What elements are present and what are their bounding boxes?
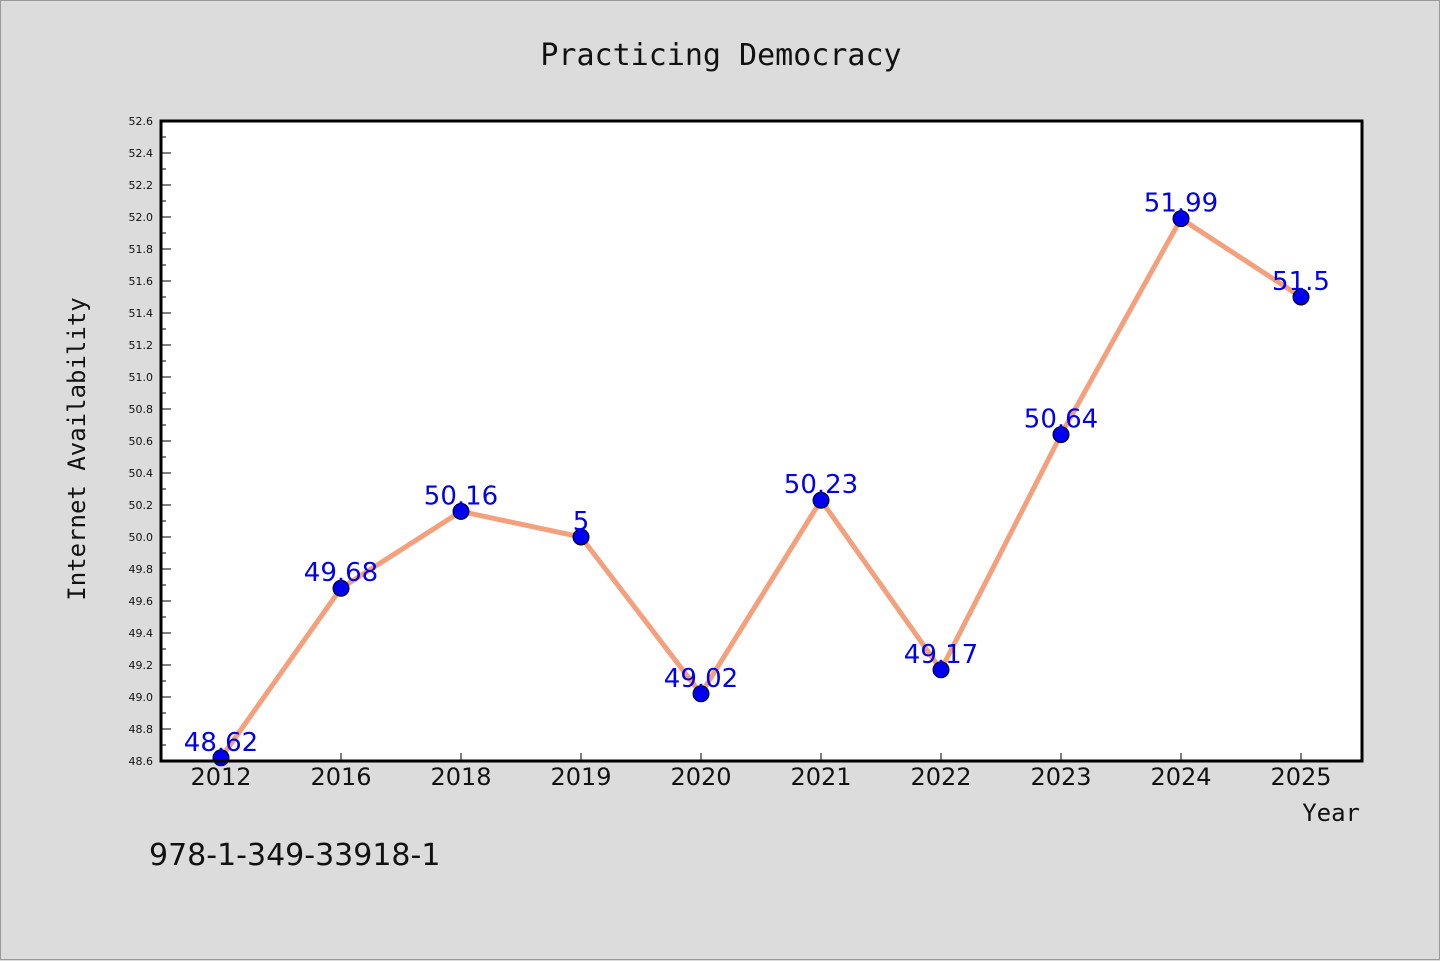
y-tick-label: 48.8 [129,723,154,736]
y-tick-label: 51.4 [129,307,154,320]
y-tick-label: 50.8 [129,403,154,416]
y-axis-label: Internet Availability [63,297,91,600]
data-series [212,210,1310,767]
y-tick-label: 51.2 [129,339,154,352]
data-label: 49.68 [304,558,378,588]
data-label: 49.17 [904,640,978,670]
data-point [1292,288,1310,306]
data-label: 50.23 [784,470,858,500]
y-tick-label: 50.4 [129,467,154,480]
y-tick-label: 49.2 [129,659,154,672]
y-tick-label: 52.0 [129,211,154,224]
x-tick-label: 2020 [670,763,731,791]
data-label: 51.99 [1144,189,1218,219]
data-point [932,661,950,679]
y-tick-label: 49.0 [129,691,154,704]
data-point [1052,426,1070,444]
y-tick-label: 50.0 [129,531,154,544]
data-point [572,528,590,546]
y-axis: 48.6 48.8 49.0 49.2 49.4 49.6 49.8 50.0 50.2 50.4… [129,115,171,768]
y-tick-label: 49.8 [129,563,154,576]
y-tick-label: 51.6 [129,275,154,288]
x-tick-label: 2022 [910,763,971,791]
data-labels: 48.62 49.68 50.16 5 49.02 50.23 49.17 50.64 51.9… [184,189,1330,758]
data-label: 48.62 [184,728,258,758]
y-tick-label: 50.2 [129,499,154,512]
y-tick-label: 49.4 [129,627,154,640]
data-label: 50.16 [424,481,498,511]
y-tick-label: 49.6 [129,595,154,608]
data-point [452,502,470,520]
y-tick-label: 52.6 [129,115,154,128]
y-tick-label: 51.8 [129,243,154,256]
x-tick-label: 2023 [1030,763,1091,791]
footnote-isbn: 978-1-349-33918-1 [149,838,440,873]
x-axis: 2012 2016 2018 2019 2020 2021 2022 2023 2024 2025 [190,753,1332,791]
series-line [218,216,1303,760]
data-point [332,579,350,597]
x-axis-label: Year [1302,799,1360,827]
y-tick-label: 50.6 [129,435,154,448]
plot-border [159,119,1364,763]
x-tick-label: 2025 [1270,763,1331,791]
data-point [812,491,830,509]
data-label: 50.64 [1024,405,1098,435]
x-tick-label: 2012 [190,763,251,791]
data-point [1172,210,1190,228]
y-tick-label: 52.4 [129,147,154,160]
plot-area [161,121,1362,761]
x-tick-label: 2021 [790,763,851,791]
chart-title: Practicing Democracy [540,38,901,73]
data-label: 49.02 [664,664,738,694]
y-tick-label: 51.0 [129,371,154,384]
data-point [692,685,710,703]
data-label: 5 [573,507,590,537]
data-label: 51.5 [1272,267,1330,297]
x-tick-label: 2019 [550,763,611,791]
y-tick-label: 48.6 [129,755,154,768]
x-tick-label: 2018 [430,763,491,791]
x-tick-label: 2016 [310,763,371,791]
x-tick-label: 2024 [1150,763,1211,791]
y-tick-label: 52.2 [129,179,154,192]
